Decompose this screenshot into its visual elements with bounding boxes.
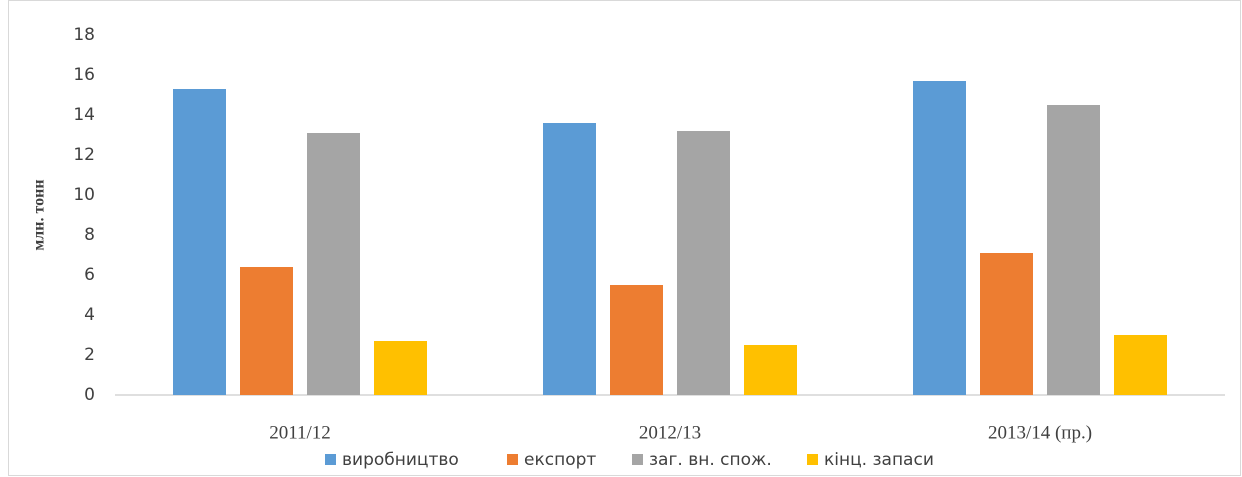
bar — [913, 81, 966, 395]
y-tick-label: 18 — [73, 25, 95, 45]
y-tick-label: 2 — [84, 345, 95, 365]
legend-label: експорт — [524, 450, 596, 470]
legend-swatch — [632, 454, 643, 465]
y-tick-label: 8 — [84, 225, 95, 245]
legend-swatch — [807, 454, 818, 465]
bar — [543, 123, 596, 395]
y-axis-label: млн. тонн — [31, 179, 48, 250]
bar — [610, 285, 663, 395]
legend-swatch — [325, 454, 336, 465]
bar — [1114, 335, 1167, 395]
chart-frame — [8, 0, 1241, 476]
y-tick-label: 16 — [73, 65, 95, 85]
bar — [307, 133, 360, 395]
y-tick-label: 14 — [73, 105, 95, 125]
y-tick-label: 0 — [84, 385, 95, 405]
bar — [173, 89, 226, 395]
y-tick-label: 10 — [73, 185, 95, 205]
bar — [1047, 105, 1100, 395]
bar — [744, 345, 797, 395]
x-tick-label: 2013/14 (пр.) — [988, 422, 1092, 443]
legend-label: кінц. запаси — [824, 450, 934, 470]
y-tick-label: 4 — [84, 305, 95, 325]
legend-swatch — [507, 454, 518, 465]
legend-label: виробництво — [342, 450, 459, 470]
legend-label: заг. вн. спож. — [649, 450, 772, 470]
bar — [374, 341, 427, 395]
y-tick-label: 6 — [84, 265, 95, 285]
x-tick-label: 2011/12 — [269, 422, 331, 443]
x-tick-label: 2012/13 — [639, 422, 701, 443]
bar — [980, 253, 1033, 395]
bar — [240, 267, 293, 395]
y-tick-label: 12 — [73, 145, 95, 165]
bar — [677, 131, 730, 395]
